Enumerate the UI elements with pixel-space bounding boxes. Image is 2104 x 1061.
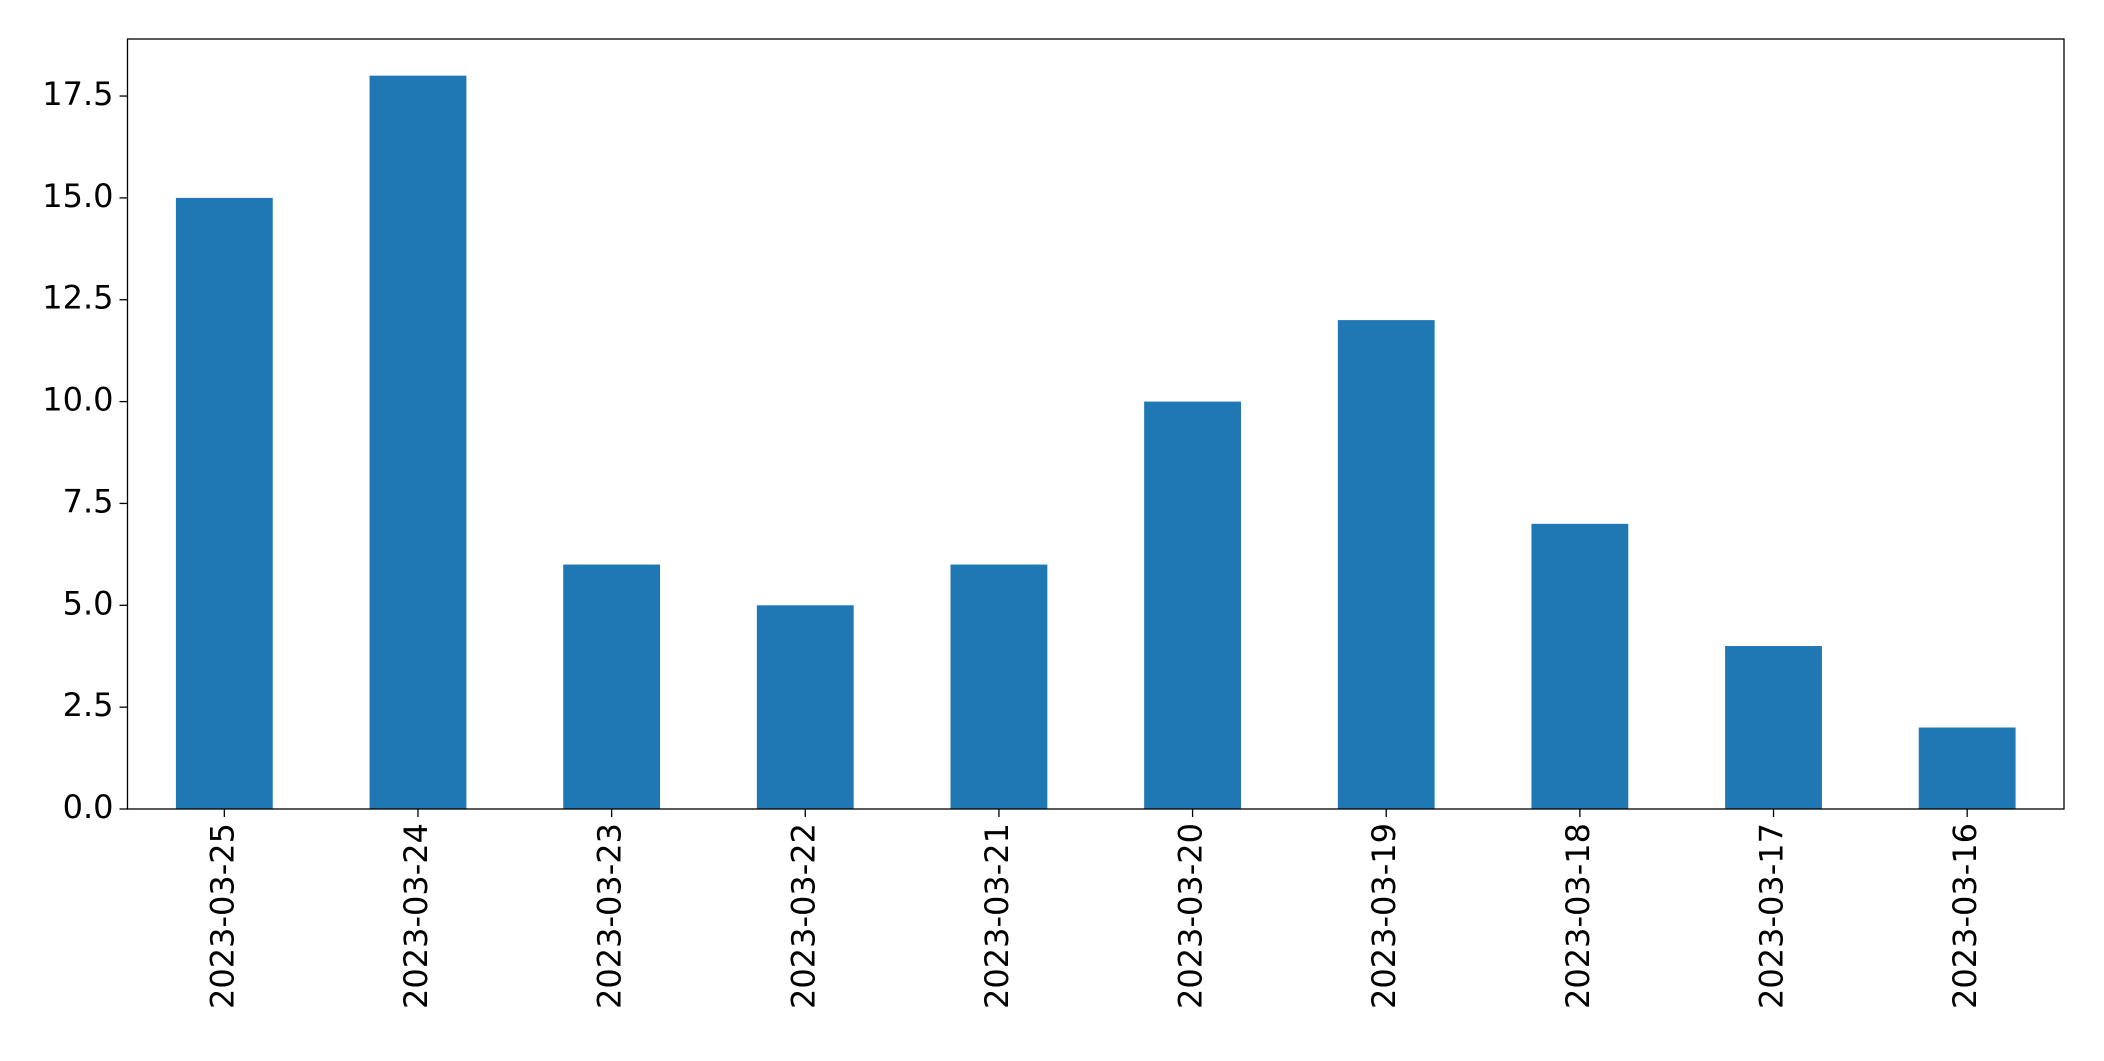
x-tick-label: 2023-03-25 bbox=[203, 823, 241, 1009]
y-tick-label: 17.5 bbox=[42, 75, 113, 113]
y-tick-label: 0.0 bbox=[63, 788, 114, 826]
x-tick-label: 2023-03-16 bbox=[1946, 823, 1984, 1009]
bar bbox=[1144, 401, 1241, 809]
bar bbox=[950, 564, 1048, 809]
y-tick-label: 10.0 bbox=[42, 381, 113, 419]
y-tick-label: 12.5 bbox=[42, 279, 113, 317]
bar bbox=[563, 564, 661, 809]
y-tick-label: 7.5 bbox=[63, 482, 114, 520]
x-tick-label: 2023-03-18 bbox=[1559, 823, 1597, 1009]
y-tick-label: 2.5 bbox=[63, 686, 114, 724]
bar bbox=[369, 75, 467, 809]
bar bbox=[1531, 523, 1629, 809]
bar bbox=[756, 605, 854, 809]
x-tick-label: 2023-03-20 bbox=[1172, 823, 1210, 1009]
x-tick-label: 2023-03-19 bbox=[1365, 823, 1403, 1009]
y-tick-label: 5.0 bbox=[63, 584, 114, 622]
y-tick-label: 15.0 bbox=[42, 177, 113, 215]
x-tick-label: 2023-03-22 bbox=[784, 823, 822, 1009]
x-tick-label: 2023-03-17 bbox=[1753, 823, 1791, 1009]
axes-frame bbox=[126, 38, 2065, 810]
x-tick-label: 2023-03-24 bbox=[397, 823, 435, 1009]
bar bbox=[175, 197, 273, 809]
x-tick-label: 2023-03-21 bbox=[978, 823, 1016, 1009]
x-tick-label: 2023-03-23 bbox=[591, 823, 629, 1009]
bar bbox=[1725, 646, 1822, 809]
bar bbox=[1337, 320, 1435, 809]
bar bbox=[1918, 727, 2016, 809]
